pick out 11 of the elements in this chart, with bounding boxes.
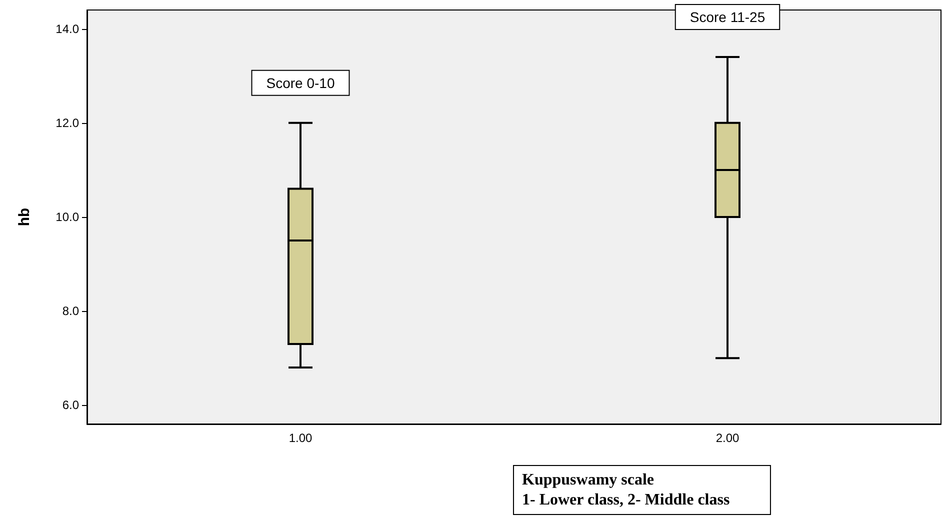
y-axis-title: hb [16,208,33,226]
x-tick-label: 2.00 [716,431,740,445]
x-tick-label: 1.00 [288,431,312,445]
y-tick-label: 8.0 [62,304,80,318]
y-tick-label: 10.0 [56,210,80,224]
y-tick-label: 12.0 [56,116,80,130]
x-axis-title: Kuppuswamy scale 1- Lower class, 2- Middle class [522,472,730,508]
y-tick-label: 14.0 [56,22,80,36]
annotation: Score 11-25 [690,9,766,26]
y-tick-label: 6.0 [62,398,80,412]
annotation: Score 0-10 [266,74,335,91]
